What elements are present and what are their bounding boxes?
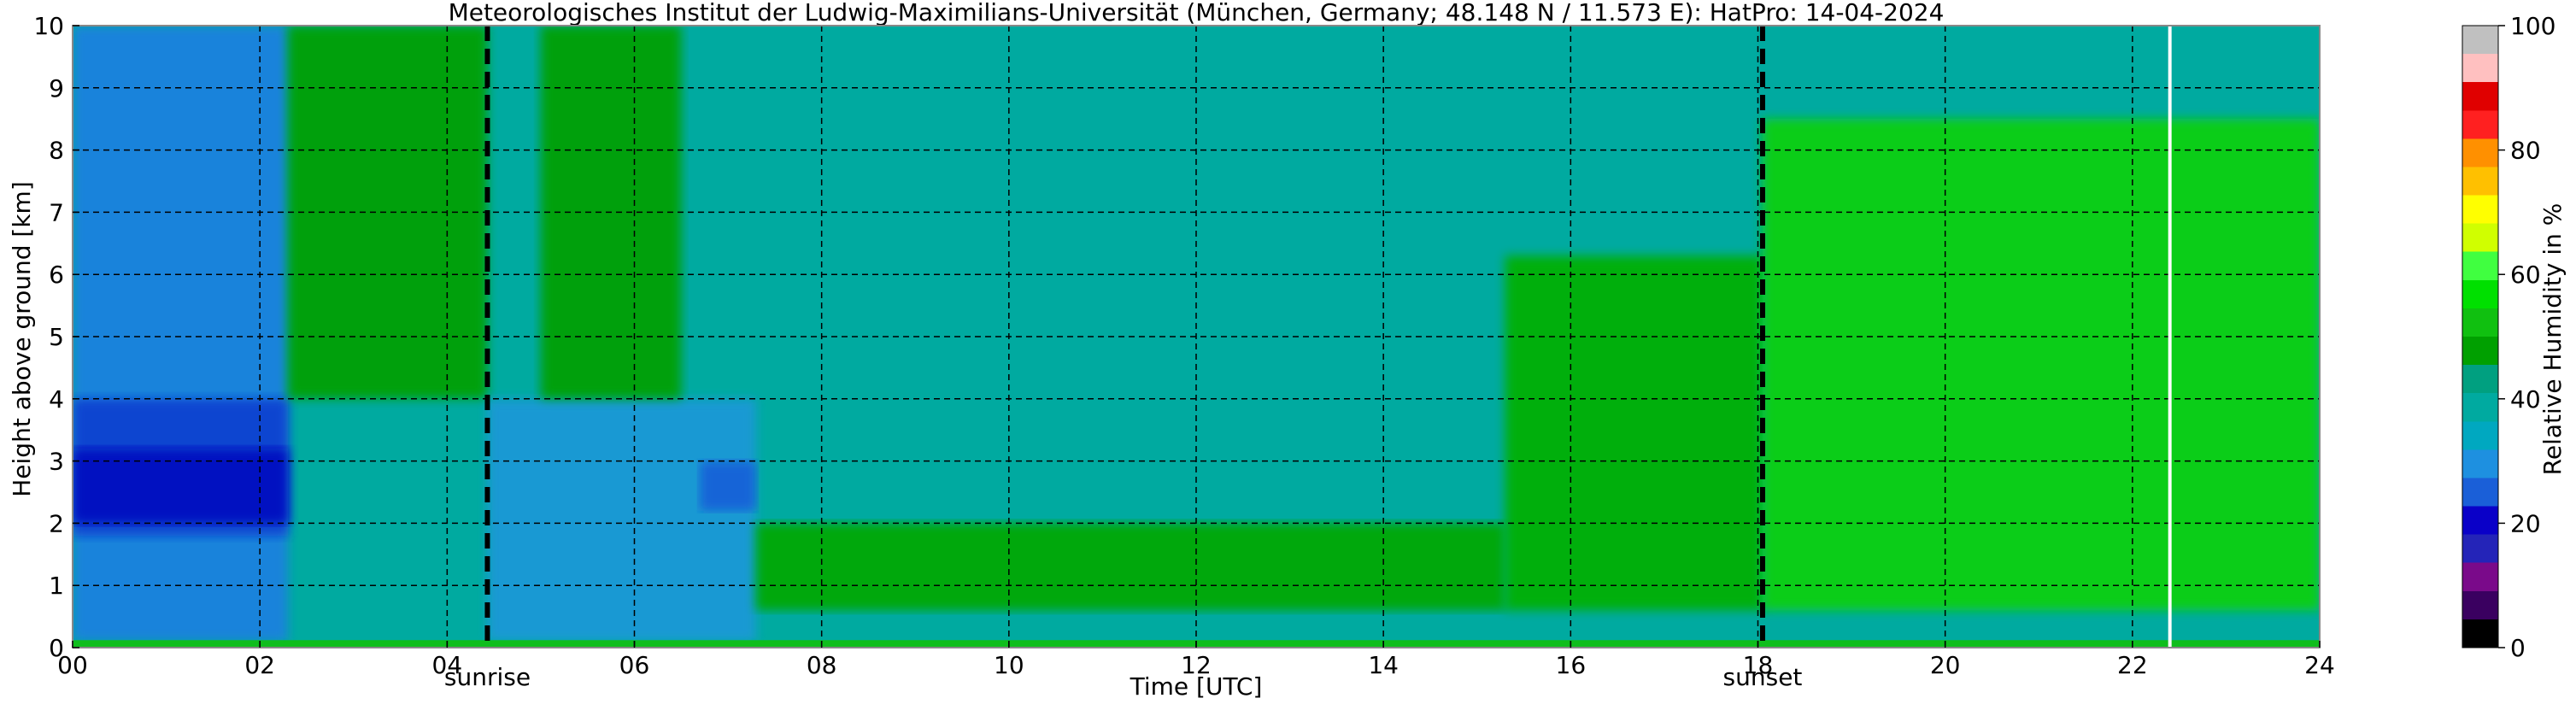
humidity-region [73, 26, 289, 642]
x-tick-label: 00 [57, 651, 88, 679]
x-tick-label: 14 [1368, 651, 1399, 679]
x-tick-label: 16 [1556, 651, 1587, 679]
humidity-region [1505, 255, 1763, 611]
x-tick-label: 06 [619, 651, 650, 679]
colorbar-tick-label: 40 [2510, 385, 2541, 414]
y-tick-label: 10 [33, 12, 64, 40]
humidity-region [487, 398, 756, 642]
chart-title: Meteorologisches Institut der Ludwig-Max… [449, 0, 1945, 26]
y-tick-label: 5 [49, 323, 64, 351]
humidity-region [1762, 119, 2320, 611]
y-tick-label: 4 [49, 385, 64, 414]
x-tick-label: 12 [1181, 651, 1212, 679]
colorbar-ticks: 0 20 40 60 80 100 [2498, 12, 2555, 662]
x-tick-label: 08 [807, 651, 837, 679]
humidity-region [73, 449, 289, 524]
colorbar-tick-label: 0 [2510, 634, 2526, 662]
y-tick-label: 2 [49, 509, 64, 537]
sunset-label: sunset [1723, 663, 1803, 691]
y-tick-label: 0 [49, 634, 64, 662]
sunrise-label: sunrise [444, 663, 531, 691]
x-tick-label: 20 [1930, 651, 1961, 679]
x-tick-label: 10 [994, 651, 1024, 679]
y-tick-label: 6 [49, 261, 64, 289]
humidity-region [755, 523, 1505, 611]
x-axis-label: Time [UTC] [1130, 672, 1263, 701]
y-tick-label: 1 [49, 572, 64, 600]
colorbar-tick-label: 60 [2510, 261, 2541, 289]
day-markers: sunrise sunset [444, 26, 2172, 691]
x-tick-label: 22 [2117, 651, 2148, 679]
colorbar-tick-label: 20 [2510, 509, 2541, 537]
colorbar-label: Relative Humidity in % [2538, 203, 2567, 476]
colorbar [2462, 25, 2499, 648]
y-axis-label: Height above ground [km] [8, 181, 36, 497]
x-tick-label: 04 [432, 651, 463, 679]
colorbar-tick-label: 100 [2510, 12, 2555, 40]
y-axis-ticks: 0 1 2 3 4 5 6 7 8 9 10 [33, 12, 79, 662]
x-tick-label: 18 [1743, 651, 1774, 679]
y-tick-label: 9 [49, 74, 64, 103]
y-tick-label: 3 [49, 448, 64, 476]
y-tick-label: 8 [49, 137, 64, 165]
y-tick-label: 7 [49, 198, 64, 226]
x-tick-label: 24 [2304, 651, 2335, 679]
colorbar-tick-label: 80 [2510, 137, 2541, 165]
x-tick-label: 02 [244, 651, 275, 679]
x-axis-ticks: 00 02 04 06 08 10 12 14 16 18 20 22 24 [57, 641, 2335, 679]
humidity-region [700, 461, 756, 511]
grid-lines [73, 26, 2320, 648]
